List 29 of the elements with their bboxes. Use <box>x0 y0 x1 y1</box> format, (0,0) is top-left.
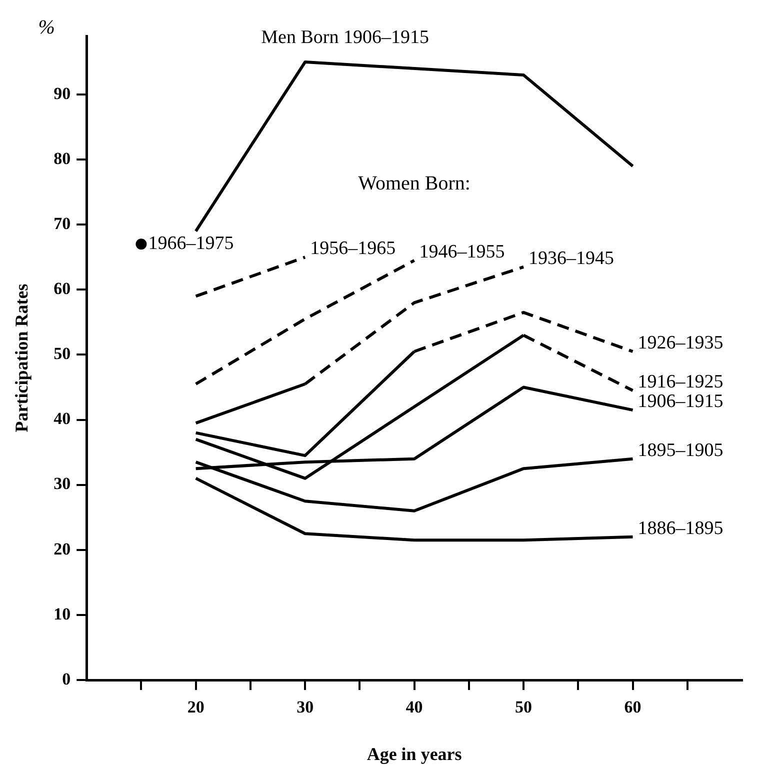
series-label: 1966–1975 <box>148 233 234 254</box>
annotation: Women Born: <box>358 172 470 194</box>
series-label: 1906–1915 <box>638 391 724 412</box>
y-tick-label: 0 <box>62 669 71 688</box>
series-label: 1956–1965 <box>310 238 396 260</box>
x-tick-label: 20 <box>187 698 204 717</box>
x-tick-label: 60 <box>624 698 642 717</box>
y-tick-label: 40 <box>54 409 71 428</box>
series-label: 1946–1955 <box>419 241 505 262</box>
y-tick-label: 60 <box>54 279 71 298</box>
y-tick-label: 90 <box>54 84 71 103</box>
x-axis-title: Age in years <box>366 744 462 764</box>
series-label: 1895–1905 <box>638 440 724 461</box>
text: % <box>38 16 55 38</box>
series-label: 1926–1935 <box>638 332 724 354</box>
y-axis-title: Participation Rates <box>11 284 32 432</box>
series-label: 1886–1895 <box>638 518 724 539</box>
series-label: Men Born 1906–1915 <box>261 27 429 48</box>
y-tick-label: 70 <box>54 214 71 234</box>
series-label: 1916–1925 <box>638 372 724 393</box>
y-tick-label: 20 <box>54 539 71 558</box>
x-tick-label: 30 <box>296 698 314 717</box>
y-tick-label: 10 <box>54 604 71 624</box>
x-tick-label: 50 <box>515 698 532 717</box>
y-tick-label: 50 <box>54 344 71 364</box>
x-tick-label: 40 <box>406 698 423 717</box>
y-tick-label: 80 <box>54 148 71 168</box>
y-tick-label: 30 <box>54 474 71 494</box>
series-label: 1936–1945 <box>528 248 614 269</box>
